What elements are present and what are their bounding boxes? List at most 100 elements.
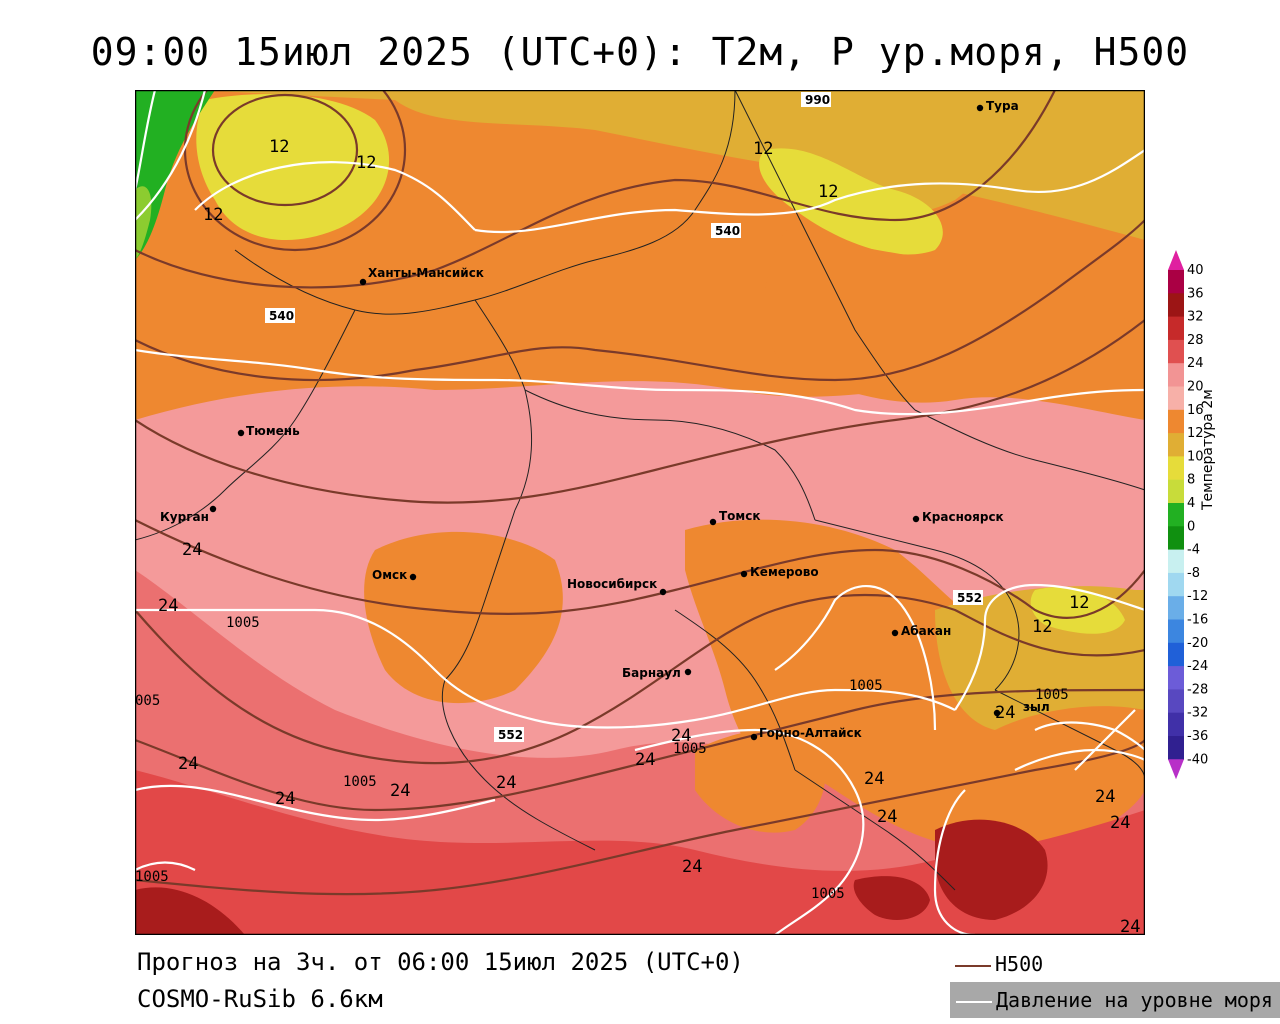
slp-label: 1005 bbox=[811, 886, 845, 902]
city-kemerovo[interactable]: Кемерово bbox=[740, 565, 819, 579]
city-label: Барнаул bbox=[622, 666, 681, 680]
city-label: Ханты-Мансийск bbox=[368, 266, 484, 280]
colorbar-swatch bbox=[1168, 689, 1184, 714]
colorbar-tick-label: -32 bbox=[1187, 706, 1208, 721]
slp-label: 1005 bbox=[135, 869, 169, 885]
colorbar-swatch bbox=[1168, 386, 1184, 411]
isotherm-label: 24 bbox=[158, 596, 178, 616]
city-kyzyl[interactable]: зыл bbox=[993, 700, 1050, 717]
isotherm-label: 24 bbox=[390, 781, 410, 801]
isotherm-label: 24 bbox=[1120, 917, 1140, 935]
city-label: Томск bbox=[719, 509, 761, 523]
legend-slp: Давление на уровне моря bbox=[950, 982, 1280, 1018]
isotherm-label: 24 bbox=[995, 703, 1015, 723]
colorbar-top-arrow bbox=[1168, 250, 1184, 270]
city-label: Тура bbox=[986, 99, 1019, 113]
city-novosibirsk[interactable]: Новосибирск bbox=[567, 577, 667, 596]
colorbar-tick-label: -40 bbox=[1187, 752, 1208, 767]
slp-label: 1005 bbox=[226, 615, 260, 631]
colorbar-swatch bbox=[1168, 526, 1184, 551]
city-markers: Тура Ханты-Мансийск Тюмень Курган Омск Н… bbox=[160, 99, 1050, 741]
temperature-map[interactable]: Тура Ханты-Мансийск Тюмень Курган Омск Н… bbox=[135, 90, 1145, 935]
colorbar-title: Температура 2м bbox=[1200, 389, 1216, 510]
slp-label: 1005 bbox=[1035, 687, 1069, 703]
city-label: Горно-Алтайск bbox=[759, 726, 862, 740]
colorbar-swatch bbox=[1168, 596, 1184, 620]
model-name: COSMO-RuSib 6.6км bbox=[137, 985, 383, 1013]
colorbar-tick-label: 24 bbox=[1187, 356, 1204, 371]
city-label: Новосибирск bbox=[567, 577, 657, 591]
city-tyumen[interactable]: Тюмень bbox=[237, 424, 300, 438]
isotherm-label: 24 bbox=[682, 857, 702, 877]
isotherm-label: 12 bbox=[203, 205, 223, 225]
slp-isolines bbox=[135, 90, 1145, 935]
colorbar-tick-label: 32 bbox=[1187, 310, 1204, 325]
colorbar-tick-label: 8 bbox=[1187, 473, 1195, 488]
h500-label: 540 bbox=[269, 309, 294, 323]
colorbar-tick-label: 16 bbox=[1187, 403, 1204, 418]
city-label: зыл bbox=[1023, 700, 1050, 714]
legend-slp-label: Давление на уровне моря bbox=[996, 988, 1273, 1012]
colorbar-tick-label: -28 bbox=[1187, 682, 1208, 697]
isotherm-label: 24 bbox=[877, 807, 897, 827]
slp-label: 1005 bbox=[673, 741, 707, 757]
city-gorno-altaysk[interactable]: Горно-Алтайск bbox=[750, 726, 862, 741]
colorbar-swatch bbox=[1168, 433, 1184, 457]
colorbar-swatch bbox=[1168, 479, 1184, 504]
isotherm-labels: 12 12 12 12 12 12 12 24 24 24 24 24 24 2… bbox=[158, 137, 1140, 935]
isotherm-label: 24 bbox=[178, 754, 198, 774]
isotherm-label: 12 bbox=[269, 137, 289, 157]
colorbar-swatch bbox=[1168, 503, 1184, 527]
isotherm-label: 12 bbox=[818, 182, 838, 202]
map-frame bbox=[135, 90, 1145, 935]
colorbar-swatch bbox=[1168, 456, 1184, 481]
h500-labels: 990 540 540 552 552 bbox=[265, 92, 983, 742]
colorbar-tick-label: -16 bbox=[1187, 613, 1208, 628]
isotherm-label: 12 bbox=[1069, 593, 1089, 613]
isotherm-label: 24 bbox=[635, 750, 655, 770]
h500-line-swatch bbox=[955, 964, 991, 967]
h500-label: 540 bbox=[715, 224, 740, 238]
isotherm-label: 12 bbox=[753, 139, 773, 159]
forecast-info: Прогноз на 3ч. от 06:00 15июл 2025 (UTC+… bbox=[137, 948, 744, 976]
isotherm-label: 24 bbox=[864, 769, 884, 789]
colorbar-tick-label: 36 bbox=[1187, 286, 1204, 301]
slp-label: 1005 bbox=[849, 678, 883, 694]
colorbar-swatch bbox=[1168, 712, 1184, 737]
colorbar-swatch bbox=[1168, 666, 1184, 690]
colorbar-tick-label: 12 bbox=[1187, 426, 1204, 441]
isotherm-label: 24 bbox=[275, 789, 295, 809]
colorbar-ticks: 403632282420161210840-4-8-12-16-20-24-28… bbox=[1187, 263, 1208, 767]
city-label: Красноярск bbox=[922, 510, 1004, 524]
city-krasnoyarsk[interactable]: Красноярск bbox=[912, 510, 1004, 524]
colorbar-tick-label: -36 bbox=[1187, 729, 1208, 744]
city-label: Омск bbox=[372, 568, 407, 582]
slp-label: 005 bbox=[135, 693, 160, 709]
colorbar-tick-label: -24 bbox=[1187, 659, 1208, 674]
colorbar-tick-label: 28 bbox=[1187, 333, 1204, 348]
colorbar-swatch bbox=[1168, 736, 1184, 760]
city-tura[interactable]: Тура bbox=[976, 99, 1019, 113]
region-borders bbox=[135, 90, 1145, 891]
colorbar-swatch bbox=[1168, 339, 1184, 364]
colorbar-swatch bbox=[1168, 619, 1184, 644]
map-title: 09:00 15июл 2025 (UTC+0): T2м, P ур.моря… bbox=[90, 30, 1190, 74]
temperature-fill bbox=[135, 90, 1145, 935]
city-kurgan[interactable]: Курган bbox=[160, 505, 217, 524]
colorbar-tick-label: -12 bbox=[1187, 589, 1208, 604]
h500-label: 552 bbox=[957, 591, 982, 605]
colorbar-tick-label: 10 bbox=[1187, 449, 1204, 464]
city-abakan[interactable]: Абакан bbox=[891, 624, 951, 638]
city-omsk[interactable]: Омск bbox=[372, 568, 417, 582]
city-tomsk[interactable]: Томск bbox=[709, 509, 761, 526]
city-label: Кемерово bbox=[750, 565, 819, 579]
colorbar-swatch bbox=[1168, 293, 1184, 318]
colorbar-swatch bbox=[1168, 549, 1184, 574]
slp-labels: 1005 1005 1005 1005 1005 1005 1005 005 bbox=[135, 615, 1069, 902]
city-khanty-mansiysk[interactable]: Ханты-Мансийск bbox=[359, 266, 484, 286]
colorbar-tick-label: 20 bbox=[1187, 380, 1204, 395]
isotherm-label: 24 bbox=[182, 540, 202, 560]
city-label: Абакан bbox=[901, 624, 951, 638]
city-barnaul[interactable]: Барнаул bbox=[622, 666, 692, 680]
isotherm-label: 24 bbox=[671, 726, 691, 746]
